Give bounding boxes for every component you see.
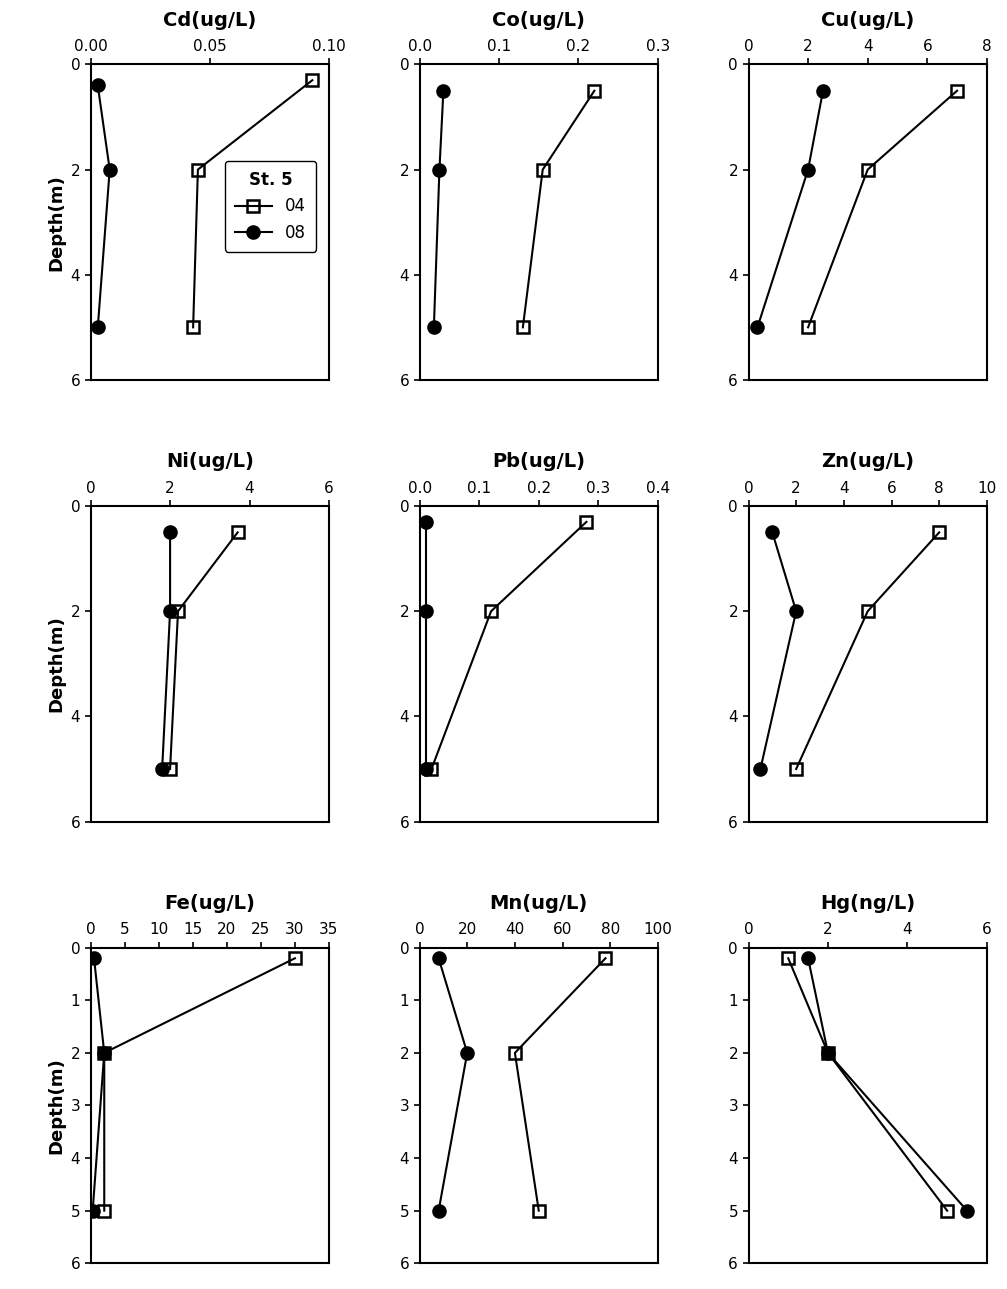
04 bbox=[862, 162, 874, 178]
Line: 04: 04 bbox=[509, 953, 611, 1217]
04 bbox=[289, 950, 301, 965]
Line: 08: 08 bbox=[156, 526, 176, 775]
08 bbox=[433, 1203, 445, 1218]
Title: Ni(ug/L): Ni(ug/L) bbox=[166, 452, 254, 472]
08 bbox=[822, 1045, 834, 1061]
08 bbox=[817, 82, 829, 98]
04 bbox=[232, 525, 244, 540]
08 bbox=[420, 514, 432, 530]
04 bbox=[933, 525, 946, 540]
04 bbox=[782, 950, 795, 965]
08 bbox=[428, 320, 440, 335]
Line: 04: 04 bbox=[187, 73, 318, 334]
04 bbox=[99, 1203, 111, 1218]
04 bbox=[862, 603, 874, 619]
Title: Mn(ug/L): Mn(ug/L) bbox=[489, 893, 588, 913]
08 bbox=[92, 320, 104, 335]
08 bbox=[461, 1045, 473, 1061]
04 bbox=[306, 72, 318, 88]
04 bbox=[942, 1203, 954, 1218]
Line: 08: 08 bbox=[428, 85, 450, 334]
Line: 08: 08 bbox=[87, 953, 111, 1217]
08 bbox=[433, 162, 445, 178]
08 bbox=[802, 950, 814, 965]
Y-axis label: Depth(m): Depth(m) bbox=[47, 174, 64, 271]
08 bbox=[87, 1203, 99, 1218]
Title: Cu(ug/L): Cu(ug/L) bbox=[821, 10, 914, 30]
04 bbox=[580, 514, 592, 530]
08 bbox=[437, 82, 449, 98]
08 bbox=[164, 525, 176, 540]
08 bbox=[88, 950, 100, 965]
08 bbox=[751, 320, 763, 335]
04 bbox=[509, 1045, 521, 1061]
Line: 08: 08 bbox=[92, 79, 116, 334]
08 bbox=[802, 162, 814, 178]
04 bbox=[192, 162, 204, 178]
Line: 08: 08 bbox=[419, 516, 432, 775]
Y-axis label: Depth(m): Depth(m) bbox=[47, 1057, 64, 1154]
Line: 04: 04 bbox=[425, 516, 593, 775]
04 bbox=[822, 1045, 834, 1061]
08 bbox=[766, 525, 778, 540]
04 bbox=[599, 950, 611, 965]
Line: 04: 04 bbox=[802, 85, 964, 334]
Title: Zn(ug/L): Zn(ug/L) bbox=[821, 452, 914, 472]
08 bbox=[790, 603, 803, 619]
04 bbox=[790, 762, 803, 777]
04 bbox=[537, 162, 549, 178]
Line: 04: 04 bbox=[164, 526, 244, 775]
Line: 08: 08 bbox=[802, 953, 973, 1217]
Line: 04: 04 bbox=[782, 953, 954, 1217]
04 bbox=[533, 1203, 545, 1218]
04 bbox=[187, 320, 199, 335]
Title: Co(ug/L): Co(ug/L) bbox=[492, 10, 585, 30]
Line: 08: 08 bbox=[432, 953, 473, 1217]
Title: Cd(ug/L): Cd(ug/L) bbox=[163, 10, 257, 30]
08 bbox=[420, 603, 432, 619]
04 bbox=[99, 1045, 111, 1061]
08 bbox=[420, 762, 432, 777]
08 bbox=[164, 603, 176, 619]
Line: 08: 08 bbox=[754, 526, 803, 775]
04 bbox=[951, 82, 963, 98]
08 bbox=[433, 950, 445, 965]
04 bbox=[425, 762, 437, 777]
08 bbox=[156, 762, 168, 777]
08 bbox=[104, 162, 116, 178]
Line: 04: 04 bbox=[98, 953, 301, 1217]
Legend: 04, 08: 04, 08 bbox=[225, 161, 316, 251]
04 bbox=[485, 603, 497, 619]
04 bbox=[172, 603, 184, 619]
Title: Hg(ng/L): Hg(ng/L) bbox=[820, 893, 915, 913]
Y-axis label: Depth(m): Depth(m) bbox=[47, 615, 64, 713]
Line: 08: 08 bbox=[751, 85, 829, 334]
Title: Pb(ug/L): Pb(ug/L) bbox=[492, 452, 585, 472]
08 bbox=[754, 762, 766, 777]
08 bbox=[99, 1045, 111, 1061]
08 bbox=[92, 77, 104, 93]
04 bbox=[802, 320, 814, 335]
04 bbox=[517, 320, 529, 335]
08 bbox=[961, 1203, 973, 1218]
Line: 04: 04 bbox=[517, 85, 600, 334]
Title: Fe(ug/L): Fe(ug/L) bbox=[164, 893, 255, 913]
04 bbox=[164, 762, 176, 777]
04 bbox=[588, 82, 600, 98]
Line: 04: 04 bbox=[789, 526, 946, 775]
